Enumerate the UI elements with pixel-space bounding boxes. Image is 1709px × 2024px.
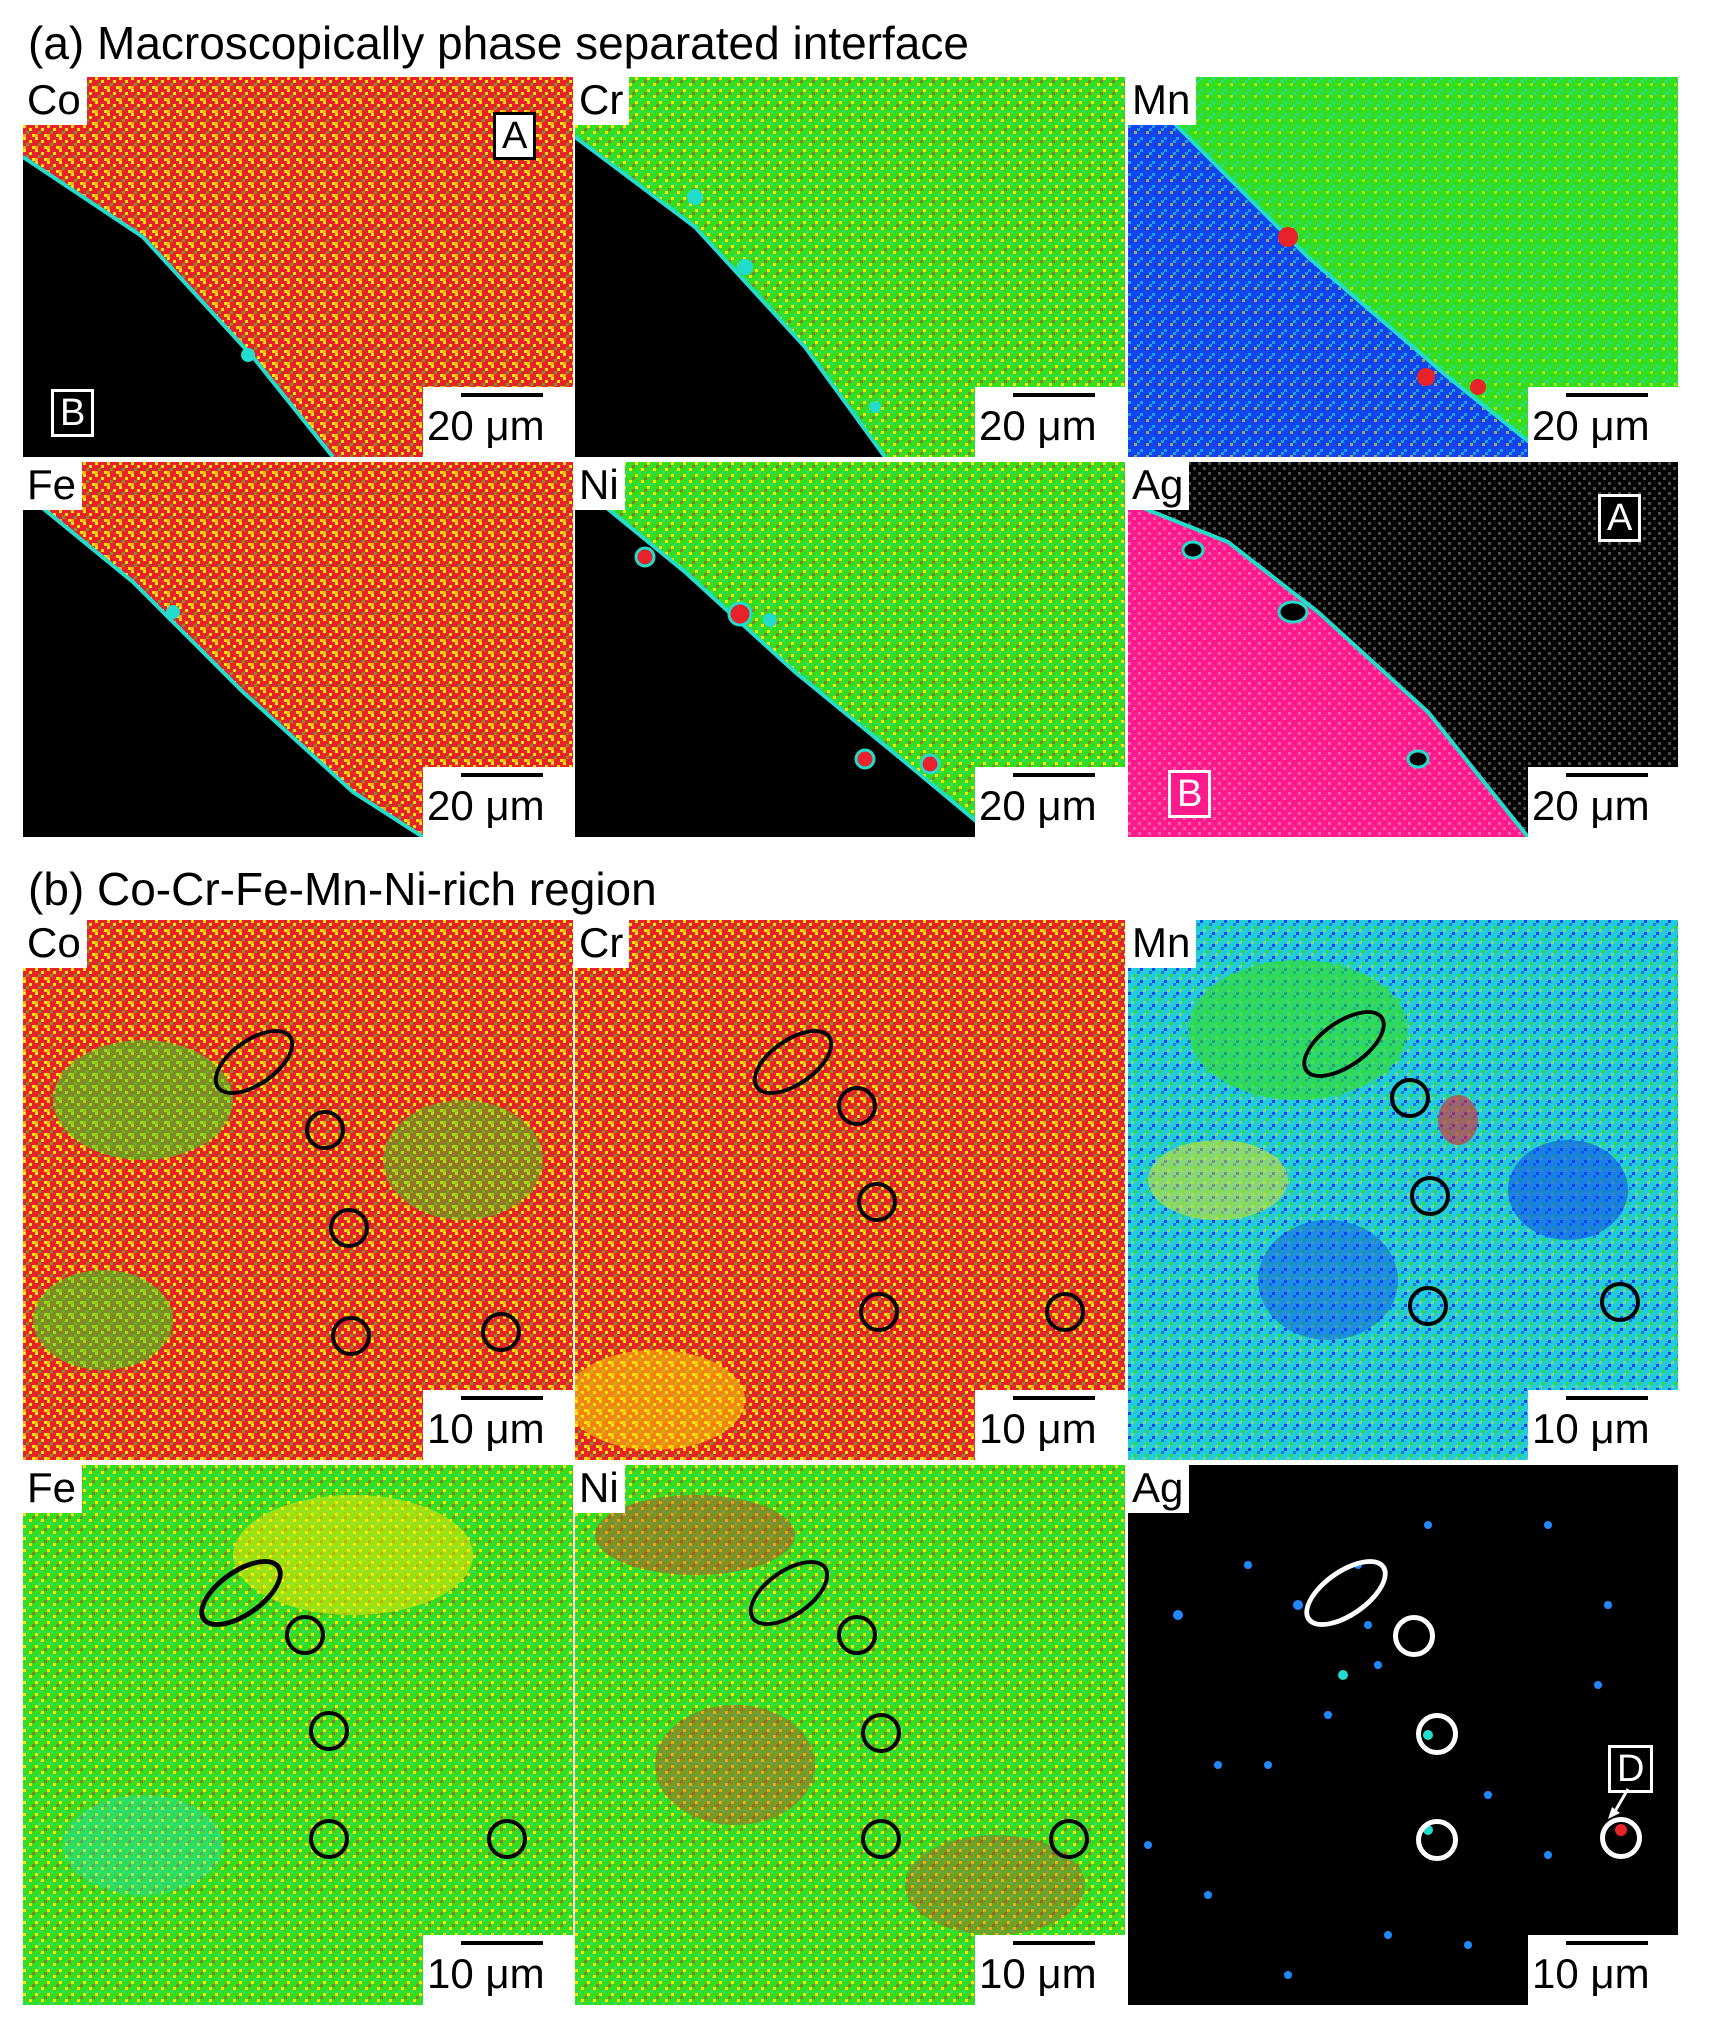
element-label: Co xyxy=(23,77,87,125)
element-label: Ag xyxy=(1128,1465,1190,1513)
scale-bar: 20 μm xyxy=(423,767,573,837)
marker-circle xyxy=(285,1615,325,1655)
panel-a-cr: Cr 20 μm xyxy=(575,77,1125,457)
scale-bar: 10 μm xyxy=(975,1935,1125,2005)
scale-bar: 10 μm xyxy=(423,1390,573,1460)
marker-d: D xyxy=(1608,1745,1654,1793)
map-b-co xyxy=(23,920,573,1460)
marker-a: A xyxy=(493,112,537,160)
marker-circle xyxy=(309,1819,349,1859)
marker-circle xyxy=(1600,1817,1642,1859)
marker-circle xyxy=(1600,1282,1640,1322)
marker-circle xyxy=(329,1208,369,1248)
element-label: Fe xyxy=(23,462,83,510)
marker-circle xyxy=(1416,1819,1458,1861)
marker-circle xyxy=(857,1182,897,1222)
scale-bar: 10 μm xyxy=(975,1390,1125,1460)
marker-circle xyxy=(309,1711,349,1751)
arrow-icon xyxy=(1608,1788,1630,1819)
marker-circle xyxy=(1410,1176,1450,1216)
marker-circle xyxy=(859,1292,899,1332)
scale-bar: 20 μm xyxy=(975,387,1125,457)
marker-b: B xyxy=(1168,770,1212,818)
marker-circle xyxy=(1416,1713,1458,1755)
section-a-title: (a) Macroscopically phase separated inte… xyxy=(28,17,969,69)
panel-a-ni: Ni 20 μm xyxy=(575,462,1125,837)
panel-a-ag: Ag A B 20 μm xyxy=(1128,462,1678,837)
panel-b-fe: Fe 10 μm xyxy=(23,1465,573,2005)
map-b-cr xyxy=(575,920,1125,1460)
marker-circle xyxy=(861,1819,901,1859)
scale-bar: 20 μm xyxy=(423,387,573,457)
element-label: Ni xyxy=(575,462,625,510)
map-b-fe xyxy=(23,1465,573,2005)
scale-bar: 20 μm xyxy=(1528,767,1678,837)
scale-bar: 10 μm xyxy=(1528,1390,1678,1460)
map-a-co xyxy=(23,77,573,457)
marker-circle xyxy=(1045,1292,1085,1332)
marker-a: A xyxy=(1598,494,1642,542)
element-label: Co xyxy=(23,920,87,968)
scale-bar: 20 μm xyxy=(975,767,1125,837)
panel-a-mn: Mn 20 μm xyxy=(1128,77,1678,457)
element-label: Mn xyxy=(1128,920,1197,968)
scale-bar: 20 μm xyxy=(1528,387,1678,457)
marker-circle xyxy=(1390,1078,1430,1118)
element-label: Cr xyxy=(575,77,630,125)
section-b-title: (b) Co-Cr-Fe-Mn-Ni-rich region xyxy=(28,863,657,915)
marker-circle xyxy=(861,1713,901,1753)
panel-b-ni: Ni 10 μm xyxy=(575,1465,1125,2005)
marker-circle xyxy=(331,1316,371,1356)
map-b-mn xyxy=(1128,920,1678,1460)
element-label: Fe xyxy=(23,1465,83,1513)
map-b-ni xyxy=(575,1465,1125,2005)
panel-b-mn: Mn 10 μm xyxy=(1128,920,1678,1460)
marker-circle xyxy=(1049,1819,1089,1859)
marker-circle xyxy=(1393,1615,1435,1657)
marker-b: B xyxy=(51,389,95,437)
panel-a-fe: Fe 20 μm xyxy=(23,462,573,837)
map-b-ag xyxy=(1128,1465,1678,2005)
element-label: Mn xyxy=(1128,77,1197,125)
map-a-ni xyxy=(575,462,1125,837)
scale-bar: 10 μm xyxy=(423,1935,573,2005)
marker-circle xyxy=(487,1819,527,1859)
panel-b-cr: Cr 10 μm xyxy=(575,920,1125,1460)
panel-b-co: Co 10 μm xyxy=(23,920,573,1460)
element-label: Ag xyxy=(1128,462,1190,510)
marker-circle xyxy=(837,1615,877,1655)
marker-circle xyxy=(481,1312,521,1352)
scale-bar: 10 μm xyxy=(1528,1935,1678,2005)
marker-circle xyxy=(305,1110,345,1150)
marker-circle xyxy=(837,1086,877,1126)
element-label: Cr xyxy=(575,920,630,968)
panel-a-co: Co A B 20 μm xyxy=(23,77,573,457)
panel-b-ag: D Ag 10 μm xyxy=(1128,1465,1678,2005)
marker-circle xyxy=(1408,1286,1448,1326)
element-label: Ni xyxy=(575,1465,625,1513)
